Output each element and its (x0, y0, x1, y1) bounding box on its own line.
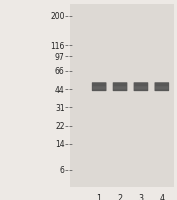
Text: kDa: kDa (46, 0, 65, 1)
FancyBboxPatch shape (134, 83, 148, 92)
Text: 22: 22 (55, 122, 65, 131)
Text: 3: 3 (138, 193, 143, 200)
Text: 116: 116 (50, 41, 65, 50)
FancyBboxPatch shape (155, 87, 169, 90)
Text: 14: 14 (55, 140, 65, 149)
FancyBboxPatch shape (134, 87, 148, 90)
Text: 200: 200 (50, 12, 65, 21)
FancyBboxPatch shape (93, 87, 106, 90)
Text: 1: 1 (97, 193, 102, 200)
Text: 66: 66 (55, 67, 65, 76)
Text: 31: 31 (55, 103, 65, 112)
Text: 6: 6 (60, 165, 65, 174)
Bar (70, 5, 174, 187)
FancyBboxPatch shape (113, 87, 127, 90)
Text: 97: 97 (55, 52, 65, 61)
FancyBboxPatch shape (92, 83, 107, 92)
Text: 44: 44 (55, 85, 65, 94)
FancyBboxPatch shape (113, 83, 127, 92)
FancyBboxPatch shape (155, 83, 169, 92)
Text: 4: 4 (159, 193, 164, 200)
Text: 2: 2 (118, 193, 123, 200)
